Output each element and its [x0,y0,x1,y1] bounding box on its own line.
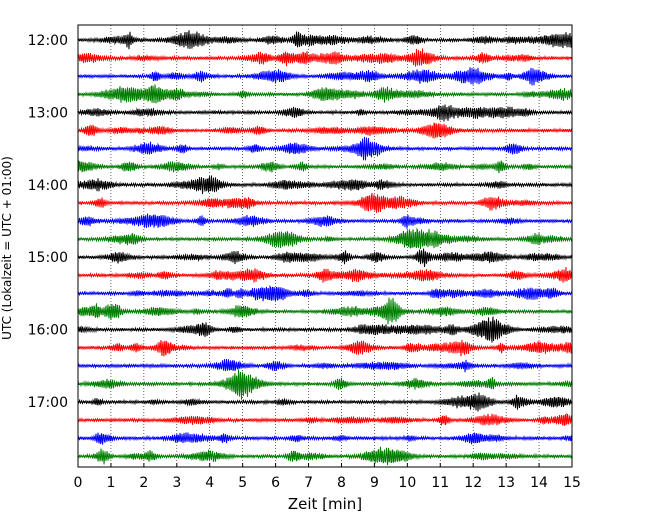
trace-1445 [77,227,573,250]
trace-1330 [77,136,573,161]
y-tick-label: 17:00 [28,395,68,411]
x-tick-label: 9 [370,475,379,491]
trace-1345 [77,160,573,174]
y-tick-label: 14:00 [28,178,68,194]
trace-1615 [77,339,573,357]
x-tick-label: 0 [74,475,83,491]
x-tick-label: 10 [398,475,416,491]
y-tick-label: 13:00 [28,105,68,121]
x-tick-label: 7 [304,475,313,491]
trace-1630 [77,358,573,373]
trace-1215 [77,48,573,67]
plot-frame [77,24,573,468]
trace-1545 [77,297,573,325]
trace-1515 [77,266,573,283]
trace-1600 [77,316,573,343]
x-tick-label: 11 [431,475,449,491]
trace-1730 [77,432,573,445]
trace-1230 [77,67,573,86]
x-tick-label: 14 [530,475,548,491]
y-tick-label: 12:00 [28,33,68,49]
y-tick-label: 16:00 [28,323,68,339]
trace-1400 [77,175,573,194]
trace-1245 [77,84,573,104]
x-tick-label: 8 [337,475,346,491]
x-tick-label: 2 [139,475,148,491]
trace-1430 [77,213,573,229]
trace-1530 [77,284,573,302]
x-tick-label: 15 [563,475,581,491]
trace-1645 [77,369,573,400]
x-axis-ticks: 0 1 2 3 4 5 6 7 8 9 10 11 12 13 14 15 [74,463,581,491]
trace-1745 [77,446,573,466]
x-axis-label: Zeit [min] [288,495,362,513]
x-tick-label: 3 [172,475,181,491]
x-tick-label: 4 [205,475,214,491]
trace-1315 [77,122,573,140]
y-axis-label: UTC (Lokalzeit = UTC + 01:00) [0,156,14,340]
trace-1415 [77,192,573,213]
trace-1715 [77,412,573,427]
y-axis-ticks: 12:00 13:00 14:00 15:00 16:00 17:00 [28,33,82,411]
seismic-traces [77,30,573,466]
x-tick-label: 12 [464,475,482,491]
x-tick-label: 5 [238,475,247,491]
x-tick-label: 1 [106,475,115,491]
x-tick-label: 6 [271,475,280,491]
trace-1200 [77,30,573,50]
y-tick-label: 15:00 [28,250,68,266]
x-tick-label: 13 [497,475,515,491]
trace-1300 [77,104,573,122]
trace-1700 [77,392,573,412]
trace-1500 [77,248,573,267]
